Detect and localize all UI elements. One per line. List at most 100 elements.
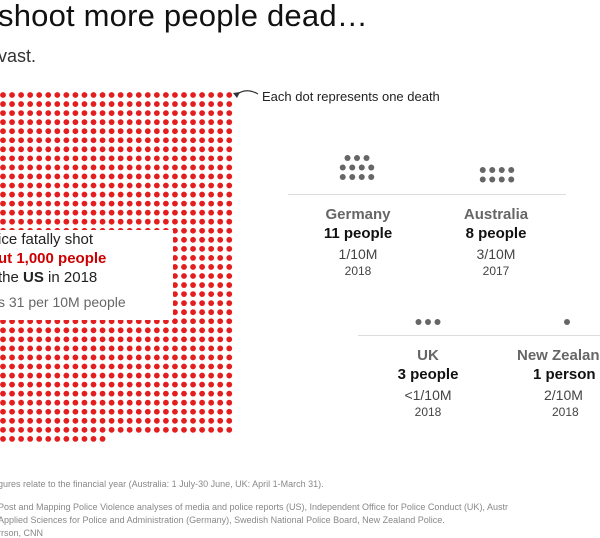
us-death-dot <box>135 164 142 171</box>
us-death-dot <box>99 209 106 216</box>
us-death-dot <box>99 363 106 370</box>
us-death-dot <box>9 417 15 424</box>
us-death-dot <box>0 381 6 388</box>
us-death-dot <box>72 155 79 162</box>
us-death-dot <box>144 417 151 424</box>
us-death-dot <box>90 128 97 135</box>
us-death-dot <box>108 182 115 189</box>
us-death-dot <box>217 101 224 107</box>
us-death-dot <box>190 227 196 234</box>
us-death-dot <box>63 372 70 379</box>
germany-death-dot <box>339 164 346 171</box>
us-death-dot <box>144 146 151 153</box>
us-death-dot <box>72 146 79 153</box>
us-death-dot <box>163 119 169 126</box>
us-death-dot <box>9 372 15 379</box>
us-death-dot <box>135 408 142 415</box>
us-death-dot <box>18 426 24 433</box>
us-death-dot <box>181 417 187 424</box>
us-death-dot <box>36 354 43 361</box>
us-death-dot <box>135 173 142 180</box>
us-death-dot <box>0 209 6 216</box>
us-death-dot <box>108 155 115 162</box>
us-death-dot <box>199 399 206 406</box>
us-death-dot <box>181 255 187 261</box>
us-death-dot <box>90 327 97 334</box>
us-death-dot <box>63 128 70 135</box>
us-death-dot <box>144 155 151 162</box>
us-death-dot <box>0 327 6 334</box>
us-death-dot <box>181 182 187 189</box>
us-death-dot <box>108 336 115 343</box>
us-death-dot <box>54 119 61 126</box>
us-death-dot <box>217 363 224 370</box>
us-death-dot <box>217 164 224 171</box>
us-death-dot <box>63 336 70 343</box>
us-death-dot <box>90 363 97 370</box>
us-death-dot <box>0 92 6 98</box>
us-death-dot <box>172 354 178 361</box>
us-death-dot <box>181 399 187 406</box>
us-death-dot <box>226 390 233 397</box>
us-death-dot <box>54 336 61 343</box>
us-death-dot <box>153 101 160 107</box>
us-death-dot <box>18 119 24 126</box>
us-death-dot <box>217 273 224 279</box>
country-name: UK <box>417 347 439 364</box>
us-death-dot <box>217 372 224 379</box>
us-death-dot <box>108 417 115 424</box>
us-death-dot <box>0 191 6 198</box>
us-death-dot <box>9 336 15 343</box>
us-death-dot <box>190 291 196 297</box>
us-death-dot <box>18 336 24 343</box>
us-death-dot <box>163 218 169 225</box>
us-death-dot <box>126 137 133 144</box>
us-death-dot <box>208 336 215 343</box>
us-death-dot <box>190 390 196 397</box>
us-death-dot <box>217 309 224 316</box>
us-death-dot <box>63 426 70 433</box>
us-death-dot <box>63 173 70 180</box>
us-death-dot <box>163 110 169 116</box>
us-death-dot <box>181 318 187 325</box>
us-death-dot <box>163 354 169 361</box>
us-death-dot <box>199 182 206 189</box>
us-death-dot <box>135 354 142 361</box>
us-death-dot <box>172 408 178 415</box>
us-death-dot <box>172 381 178 388</box>
us-death-dot <box>99 128 106 135</box>
us-death-dot <box>81 119 88 126</box>
us-death-dot <box>81 110 88 116</box>
us-death-dot <box>144 200 151 207</box>
us-death-dot <box>36 92 43 98</box>
us-death-dot <box>199 236 206 243</box>
us-death-dot <box>199 327 206 334</box>
us-death-dot <box>181 110 187 116</box>
footnote-source2: Applied Sciences for Police and Administ… <box>0 515 445 525</box>
us-death-dot <box>153 191 160 198</box>
us-death-dot <box>36 417 43 424</box>
us-death-dot <box>153 128 160 135</box>
us-death-dot <box>172 291 178 297</box>
us-death-dot <box>72 137 79 144</box>
us-death-dot <box>99 436 106 442</box>
us-death-dot <box>217 245 224 252</box>
us-death-dot <box>190 264 196 270</box>
us-death-dot <box>90 200 97 207</box>
country-year: 2017 <box>482 264 510 278</box>
us-death-dot <box>99 408 106 415</box>
us-death-dot <box>226 92 233 98</box>
footnote-source1: Post and Mapping Police Violence analyse… <box>0 502 508 512</box>
chart-title: shoot more people dead… <box>0 0 368 33</box>
country-year: 2018 <box>552 405 579 419</box>
us-death-dot <box>135 381 142 388</box>
us-death-dot <box>172 128 178 135</box>
us-death-dot <box>108 101 115 107</box>
us-death-dot <box>81 417 88 424</box>
us-death-dot <box>27 372 34 379</box>
us-death-dot <box>153 363 160 370</box>
us-death-dot <box>217 218 224 225</box>
us-death-dot <box>72 173 79 180</box>
us-death-dot <box>9 164 15 171</box>
us-death-dot <box>108 345 115 352</box>
